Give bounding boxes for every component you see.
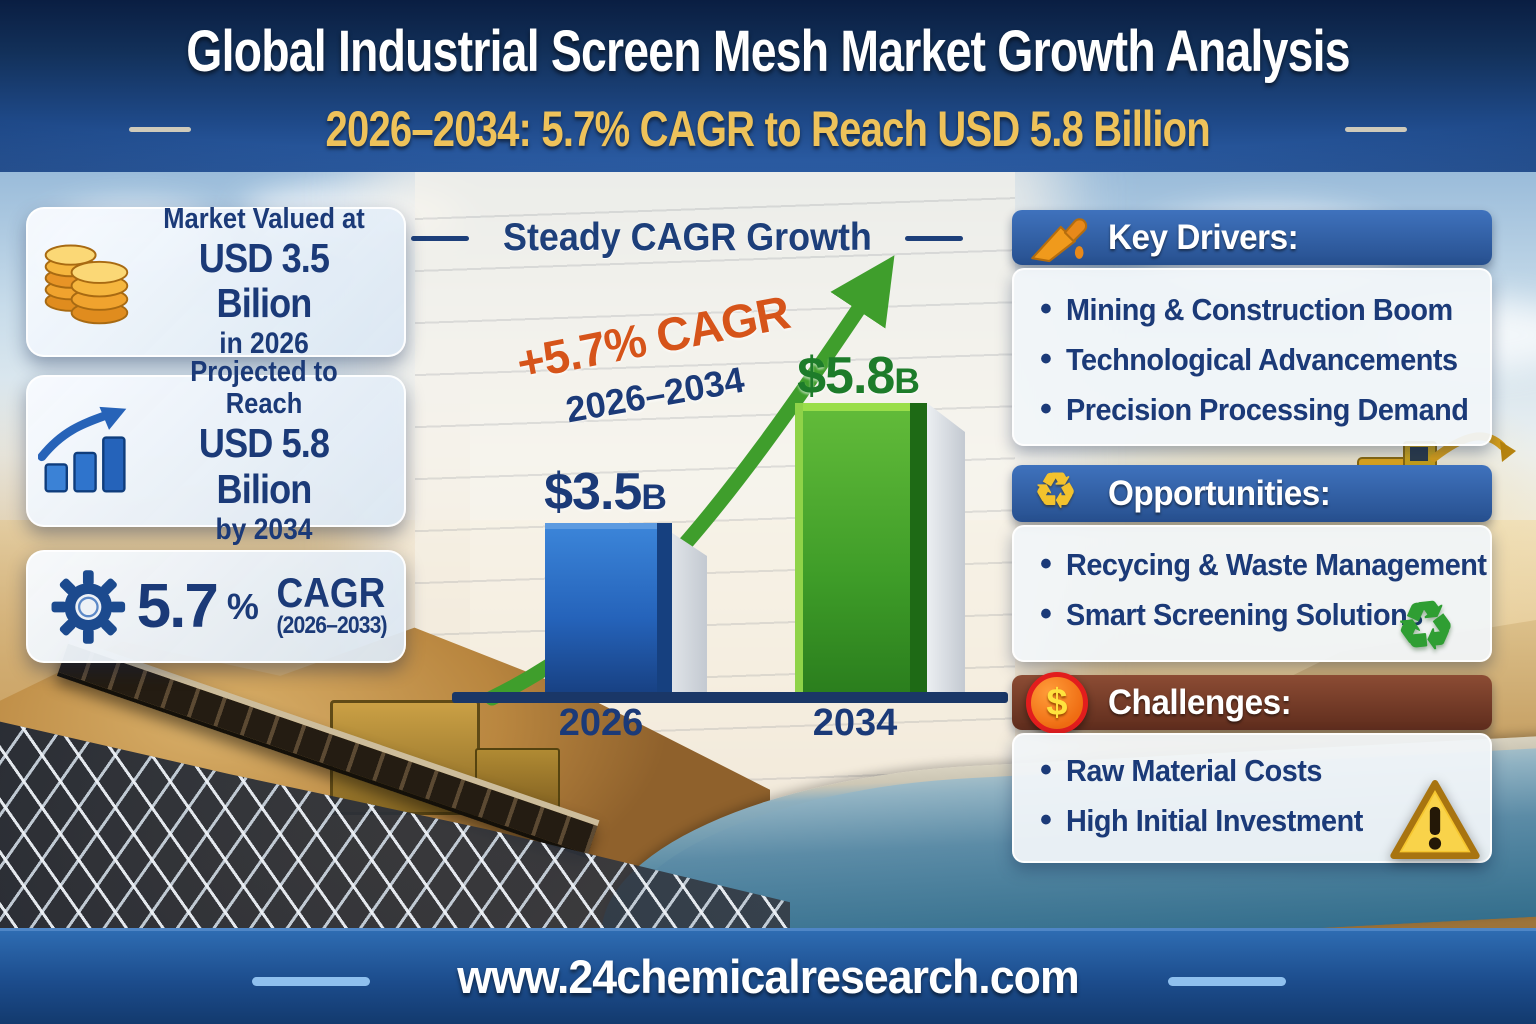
axis-label-2034: 2034 [812, 702, 898, 744]
challenges-header: $ Challenges: [1012, 672, 1492, 734]
panel-challenges: $ Challenges: • Raw Material Costs • High … [1012, 672, 1492, 863]
bullet-icon: • [1040, 390, 1052, 428]
opportunities-header: ♻ Opportunities: [1012, 465, 1492, 522]
list-item: • Mining & Construction Boom [1040, 290, 1453, 328]
axis-label-2026: 2026 [558, 702, 644, 744]
title-dash-left [410, 235, 469, 241]
bullet-icon: • [1040, 801, 1052, 839]
warning-icon [1390, 780, 1480, 860]
stat-value: USD 3.5 Bilion [198, 234, 330, 327]
list-item: • Smart Screening Solutions [1040, 595, 1423, 633]
key-drivers-header: Key Drivers: [1012, 210, 1492, 265]
stat-value: USD 5.8 Bilion [198, 419, 330, 512]
page-subtitle: 2026–2034: 5.7% CAGR to Reach USD 5.8 Bi… [325, 101, 1211, 157]
cagr-range: (2026–2033) [276, 612, 387, 639]
chart-title: Steady CAGR Growth [502, 216, 872, 259]
subtitle-dash-right [1344, 126, 1407, 132]
dollar-coin-icon: $ [1026, 672, 1088, 734]
bullet-icon: • [1040, 340, 1052, 378]
stat-period: by 2034 [215, 512, 313, 546]
list-item: • High Initial Investment [1040, 801, 1363, 839]
website-url[interactable]: www.24chemicalresearch.com [457, 950, 1079, 1003]
stat-card-cagr: 5.7 % CAGR (2026–2033) [26, 550, 406, 663]
list-item: • Technological Advancements [1040, 340, 1458, 378]
list-item: • Raw Material Costs [1040, 751, 1322, 789]
gear-icon [51, 569, 126, 644]
cagr-percent-sign: % [226, 585, 259, 627]
list-item: • Recycing & Waste Management [1040, 545, 1487, 583]
footer-dash-left [252, 977, 370, 986]
panel-title: Opportunities: [1108, 474, 1331, 513]
growth-bars-icon [38, 406, 127, 493]
stat-card-projection: Projected to Reach USD 5.8 Bilion by 203… [26, 356, 406, 546]
subtitle-row: 2026–2034: 5.7% CAGR to Reach USD 5.8 Bi… [0, 100, 1536, 158]
bullet-icon: • [1040, 545, 1052, 583]
bullet-icon: • [1040, 290, 1052, 328]
recycle-green-icon: ♻ [1392, 586, 1459, 666]
panel-key-drivers: Key Drivers: • Mining & Construction Boom… [1012, 210, 1492, 446]
list-item: • Precision Processing Demand [1040, 390, 1469, 428]
stat-period: in 2026 [219, 327, 309, 361]
coins-icon [44, 244, 129, 325]
panel-opportunities: ♻ Opportunities: • Recycing & Waste Manag… [1012, 465, 1492, 662]
cagr-value: 5.7 [136, 572, 219, 641]
stat-card-market-value: Market Valued at USD 3.5 Bilion in 2026 [26, 203, 406, 360]
header-banner: Global Industrial Screen Mesh Market Gro… [0, 0, 1536, 172]
bar-value-2034: $5.8B [797, 347, 920, 405]
chart-title-row: Steady CAGR Growth [407, 216, 967, 260]
key-drivers-body: • Mining & Construction Boom • Technologic… [1012, 268, 1492, 446]
page-title: Global Industrial Screen Mesh Market Gro… [186, 19, 1350, 84]
bullet-icon: • [1040, 751, 1052, 789]
footer-bar: www.24chemicalresearch.com [0, 928, 1536, 1024]
stat-label: Market Valued at [163, 203, 365, 236]
challenges-body: • Raw Material Costs • High Initial Invest… [1012, 733, 1492, 863]
bullet-icon: • [1040, 595, 1052, 633]
stat-label: Projected to Reach [190, 355, 338, 421]
bar-value-2026: $3.5B [544, 463, 667, 521]
title-dash-right [905, 235, 964, 241]
subtitle-dash-left [129, 126, 192, 132]
panel-title: Key Drivers: [1108, 218, 1299, 257]
recycle-icon: ♻ [1034, 465, 1078, 518]
opportunities-body: • Recycing & Waste Management • Smart Scre… [1012, 525, 1492, 662]
trowel-icon [1031, 218, 1088, 263]
cagr-label: CAGR [276, 569, 386, 617]
panel-title: Challenges: [1108, 683, 1292, 722]
footer-dash-right [1168, 977, 1286, 986]
